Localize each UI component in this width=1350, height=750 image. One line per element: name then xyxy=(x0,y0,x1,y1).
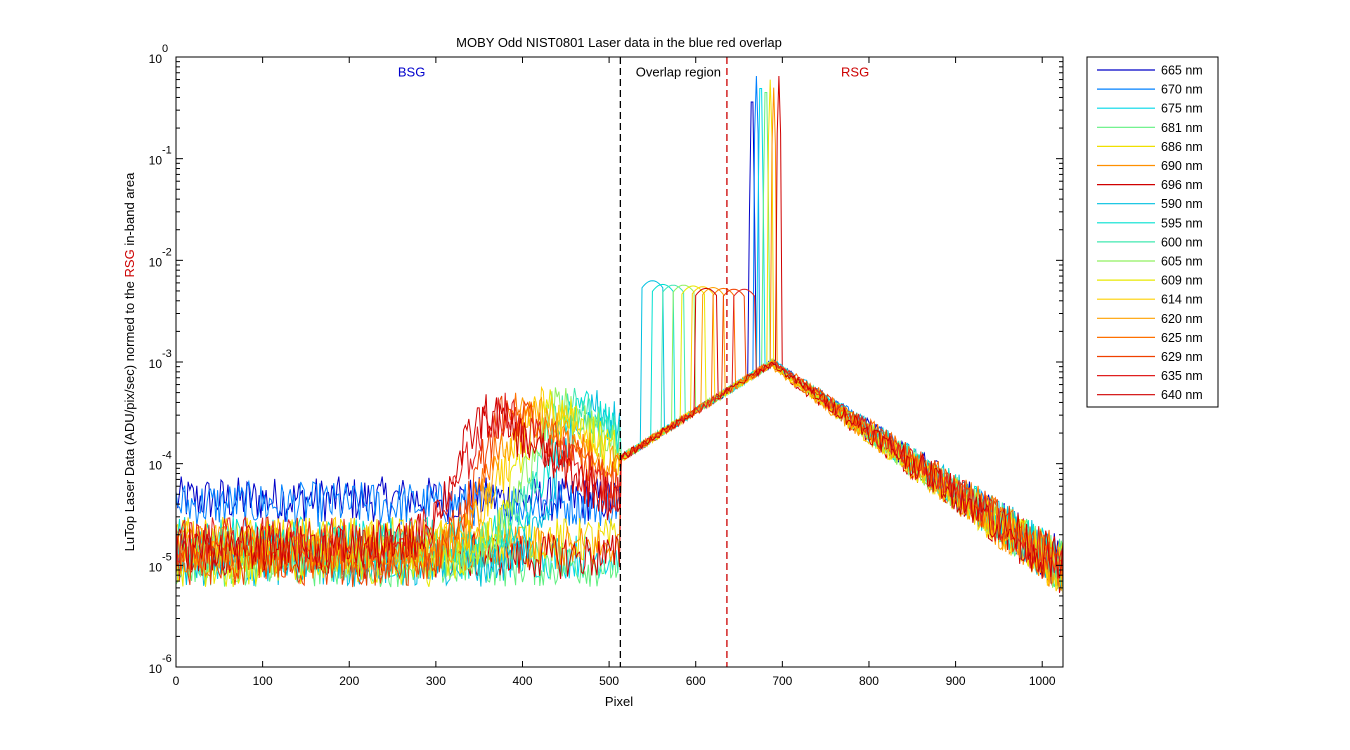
plot-area xyxy=(176,57,1063,667)
x-tick-label: 200 xyxy=(339,674,359,688)
y-tick-label-base: 10 xyxy=(149,154,163,168)
x-tick-label: 400 xyxy=(512,674,532,688)
x-tick-label: 800 xyxy=(859,674,879,688)
legend-entry-label: 620 nm xyxy=(1161,312,1203,326)
legend-entry-label: 670 nm xyxy=(1161,83,1203,97)
legend: 665 nm 670 nm 675 nm 681 nm 686 nm 690 nm 696 … xyxy=(1086,56,1219,408)
y-tick-label-exponent: -1 xyxy=(162,145,172,157)
vline-layer xyxy=(619,57,728,667)
x-tick-label: 0 xyxy=(173,674,180,688)
x-tick-label: 300 xyxy=(426,674,446,688)
y-tick-label-base: 10 xyxy=(149,255,163,269)
x-tick-label: 700 xyxy=(772,674,792,688)
y-axis-label: LuTop Laser Data (ADU/pix/sec) normed to… xyxy=(122,172,137,551)
legend-entry-label: 686 nm xyxy=(1161,140,1203,154)
region-annotation: BSG xyxy=(398,65,425,80)
legend-entry-label: 640 nm xyxy=(1161,388,1203,402)
legend-box xyxy=(1086,56,1219,408)
y-tick-label-base: 10 xyxy=(149,560,163,574)
x-tick-label: 500 xyxy=(599,674,619,688)
x-tick-label: 100 xyxy=(253,674,273,688)
y-tick-label-exponent: -5 xyxy=(162,551,172,563)
y-tick-label-base: 10 xyxy=(149,357,163,371)
legend-entry-label: 629 nm xyxy=(1161,350,1203,364)
y-axis-label-part-1: LuTop Laser Data (ADU/pix/sec) normed to… xyxy=(122,277,137,551)
annotation-layer: BSG Overlap region RSG xyxy=(398,65,869,80)
y-axis-label-part-3: in-band area xyxy=(122,172,137,249)
legend-items: 665 nm 670 nm 675 nm 681 nm 686 nm 690 nm 696 … xyxy=(1097,64,1203,402)
legend-entry-label: 590 nm xyxy=(1161,197,1203,211)
legend-entry-label: 681 nm xyxy=(1161,121,1203,135)
y-tick-label-base: 10 xyxy=(149,52,163,66)
region-annotation: Overlap region xyxy=(636,65,721,80)
series-layer xyxy=(175,75,1064,596)
x-axis-ticks: 0 100 200 300 400 500 600 700 800 900 1000 xyxy=(173,57,1056,688)
y-tick-label-exponent: -2 xyxy=(162,246,172,258)
y-tick-label-base: 10 xyxy=(149,662,163,676)
legend-entry-label: 690 nm xyxy=(1161,159,1203,173)
y-axis-label-rsg: RSG xyxy=(122,249,137,277)
series-line xyxy=(175,288,1064,588)
y-tick-label-exponent: -6 xyxy=(162,653,172,665)
legend-entry-label: 675 nm xyxy=(1161,102,1203,116)
y-tick-label-exponent: 0 xyxy=(162,43,168,55)
x-axis-label: Pixel xyxy=(605,694,633,709)
legend-entry-label: 614 nm xyxy=(1161,293,1203,307)
legend-entry-label: 625 nm xyxy=(1161,331,1203,345)
x-tick-label: 600 xyxy=(686,674,706,688)
legend-entry-label: 595 nm xyxy=(1161,216,1203,230)
y-tick-label-exponent: -3 xyxy=(162,348,172,360)
legend-entry-label: 635 nm xyxy=(1161,369,1203,383)
x-tick-label: 900 xyxy=(946,674,966,688)
legend-entry-label: 605 nm xyxy=(1161,255,1203,269)
series-line xyxy=(175,287,1064,579)
y-tick-label-base: 10 xyxy=(149,459,163,473)
x-tick-label: 1000 xyxy=(1029,674,1056,688)
legend-entry-label: 609 nm xyxy=(1161,274,1203,288)
chart-title: MOBY Odd NIST0801 Laser data in the blue… xyxy=(456,35,782,50)
legend-entry-label: 696 nm xyxy=(1161,178,1203,192)
region-annotation: RSG xyxy=(841,65,869,80)
legend-entry-label: 600 nm xyxy=(1161,235,1203,249)
legend-entry-label: 665 nm xyxy=(1161,64,1203,78)
y-tick-label-exponent: -4 xyxy=(162,450,172,462)
